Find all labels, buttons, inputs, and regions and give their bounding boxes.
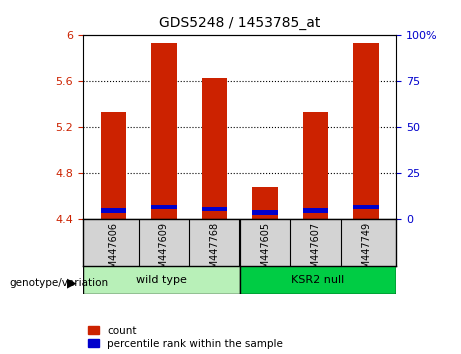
Bar — [100, 113, 126, 219]
Text: GSM447768: GSM447768 — [209, 222, 219, 281]
Bar — [252, 210, 278, 215]
Legend: count, percentile rank within the sample: count, percentile rank within the sample — [88, 326, 283, 349]
Bar — [202, 207, 227, 211]
Bar — [303, 113, 328, 219]
Bar — [100, 208, 126, 212]
Bar — [252, 187, 278, 219]
Bar — [202, 78, 227, 219]
Text: GSM447609: GSM447609 — [159, 222, 169, 281]
FancyBboxPatch shape — [83, 266, 240, 294]
Bar — [354, 205, 379, 209]
Text: genotype/variation: genotype/variation — [9, 278, 108, 288]
Bar — [151, 205, 177, 209]
Text: GSM447606: GSM447606 — [108, 222, 118, 281]
Bar — [151, 44, 177, 219]
Text: GSM447749: GSM447749 — [361, 222, 371, 281]
Bar — [354, 44, 379, 219]
Text: GSM447605: GSM447605 — [260, 222, 270, 281]
FancyBboxPatch shape — [240, 266, 396, 294]
Text: KSR2 null: KSR2 null — [291, 275, 345, 285]
Text: GSM447607: GSM447607 — [311, 222, 320, 281]
Bar — [303, 208, 328, 212]
Text: wild type: wild type — [136, 275, 187, 285]
Title: GDS5248 / 1453785_at: GDS5248 / 1453785_at — [159, 16, 320, 30]
Text: ▶: ▶ — [67, 277, 76, 290]
